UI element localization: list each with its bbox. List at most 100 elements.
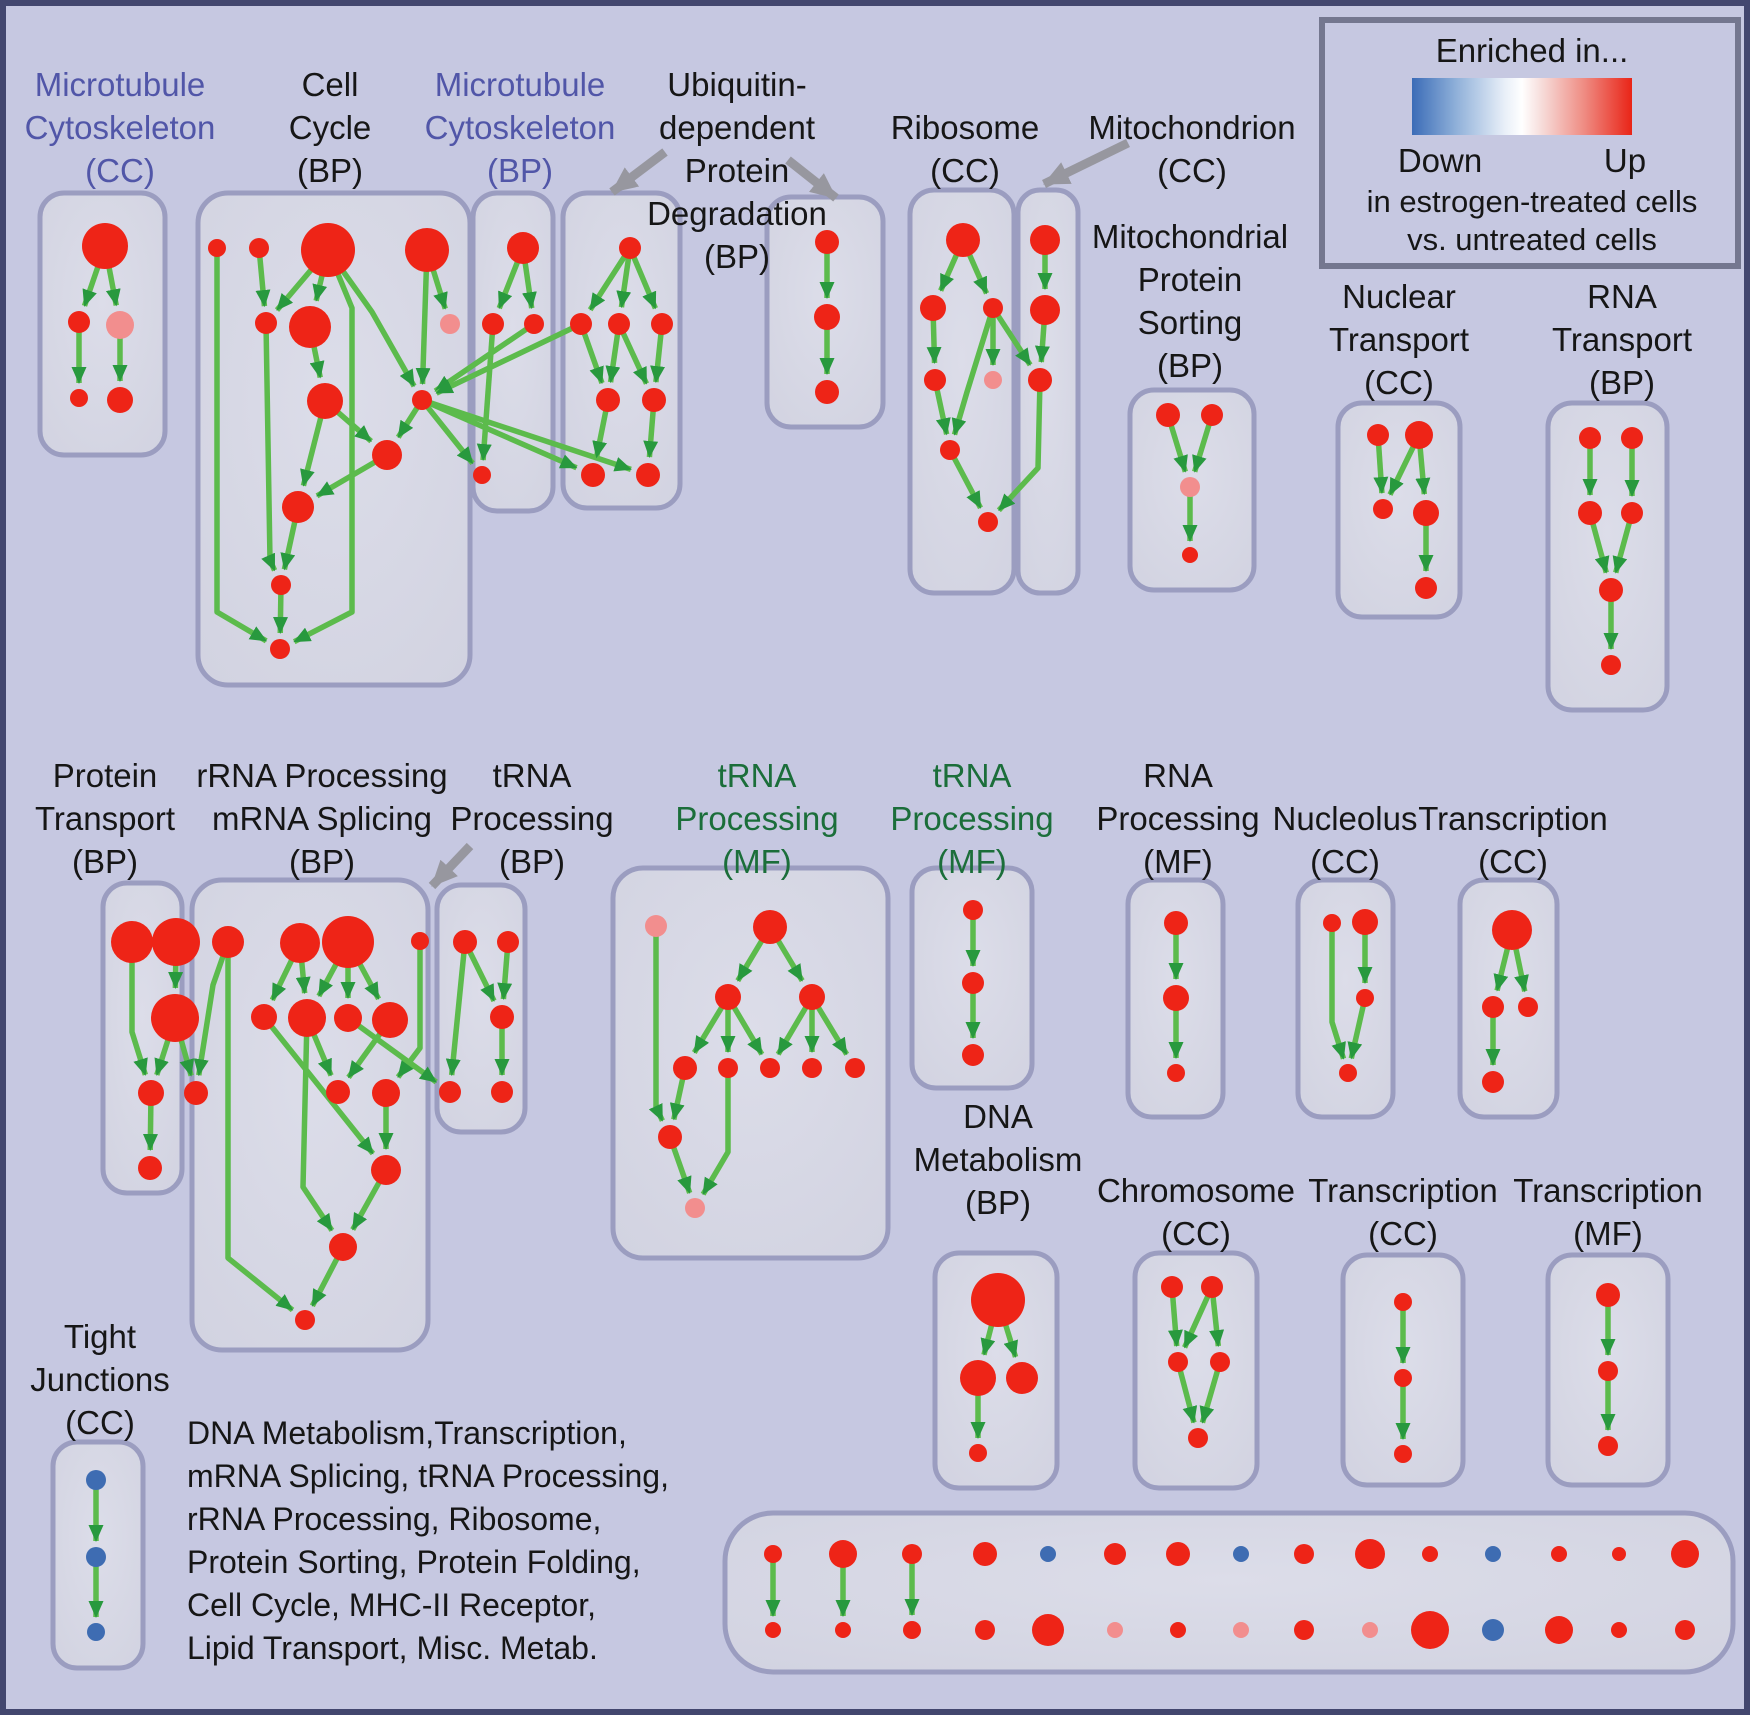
go-term-node-cc3 [301,223,355,277]
label-ubiquitin-label-line3: Protein [685,152,790,189]
label-mito-sorting-label-line1: Mitochondrial [1092,218,1288,255]
label-trna-bp-label-line3: (BP) [499,843,565,880]
edge-ch4-ch5 [1199,1361,1223,1424]
label-protein-transport-label-line1: Protein [53,757,158,794]
edge-mb2-mb4 [476,323,496,462]
go-term-node-mt1 [1030,225,1060,255]
go-term-node-ch4 [1210,1352,1230,1372]
go-term-node-cc1 [208,239,226,257]
go-term-node-dm1 [971,1273,1025,1327]
label-tight-junctions-label-line1: Tight [64,1318,136,1355]
label-ribosome-label-line1: Ribosome [891,109,1040,146]
edge-rr1-rr13 [225,942,295,1313]
label-trna-mf-b-label-line2: Processing [890,800,1053,837]
go-term-node-rr11 [371,1155,401,1185]
go-term-node-ub6 [642,388,666,412]
label-protein-transport-label-line2: Transport [35,800,175,837]
go-term-node-wt5 [1040,1546,1056,1562]
go-term-node-mt3 [1028,368,1052,392]
go-term-node-tm7 [760,1058,780,1078]
label-trna-mf-b-label-line3: (MF) [937,843,1007,880]
group-box-ubiquitin-bp-a [560,190,683,511]
legend-box [1319,17,1741,269]
label-microtubule-bp-label-line3: (BP) [487,152,553,189]
go-term-node-tj1 [86,1470,106,1490]
go-term-node-rb5 [984,371,1002,389]
legend-subtitle-line2: vs. untreated cells [1407,222,1657,257]
label-microtubule-cc-label-line1: Microtubule [35,66,206,103]
go-term-node-nt3 [1373,499,1393,519]
label-trna-bp-label-line1: tRNA [493,757,572,794]
go-term-node-cc5 [255,312,277,334]
misc-terms-text-line3: rRNA Processing, Ribosome, [187,1501,601,1537]
group-box-misc-enriched-terms [722,1510,1736,1675]
go-term-node-tc4 [1482,1071,1504,1093]
label-mito-sorting-label-line4: (BP) [1157,347,1223,384]
label-rna-processing-label-line3: (MF) [1143,843,1213,880]
go-term-node-nu2 [1352,909,1378,935]
edge-cc1-cc13 [214,248,268,644]
go-term-node-uv2 [814,304,840,330]
go-term-node-rr9 [326,1080,350,1104]
go-term-node-mb1 [507,232,539,264]
label-nuclear-transport-label-line3: (CC) [1364,364,1434,401]
go-term-node-tj3 [87,1623,105,1641]
label-trna-mf-b-label-line1: tRNA [933,757,1012,794]
edge-cc9-mb4 [419,398,475,466]
go-term-node-tm5 [673,1056,697,1080]
label-rrna-mrna-label-line2: mRNA Splicing [212,800,432,837]
label-chromosome-label-line2: (CC) [1161,1215,1231,1252]
go-term-node-wt9 [1294,1544,1314,1564]
go-term-node-wt1 [764,1545,782,1563]
go-term-node-wb7 [1170,1622,1186,1638]
go-term-node-wt2 [829,1540,857,1568]
label-microtubule-cc-label-line2: Cytoskeleton [25,109,216,146]
label-chromosome-label-line1: Chromosome [1097,1172,1295,1209]
label-rna-processing-label-line2: Processing [1096,800,1259,837]
label-rrna-mrna-label-line3: (BP) [289,843,355,880]
edge-ub1-ub2 [587,246,633,312]
label-microtubule-bp-label-line1: Microtubule [435,66,606,103]
misc-terms-text-line2: mRNA Splicing, tRNA Processing, [187,1458,669,1494]
label-mitochondrion-label-line1: Mitochondrion [1088,109,1295,146]
misc-terms-text-line5: Cell Cycle, MHC-II Receptor, [187,1587,596,1623]
go-term-node-wt13 [1551,1546,1567,1562]
go-term-node-tb5 [491,1081,513,1103]
label-nuclear-transport-label-line2: Transport [1329,321,1469,358]
go-term-node-tf3 [1598,1436,1618,1456]
label-rrna-mrna-label-line1: rRNA Processing [196,757,447,794]
edge-rb6-rb7 [947,448,983,510]
go-term-node-mc1 [82,223,128,269]
go-term-node-rr10 [372,1079,400,1107]
misc-terms-text-line1: DNA Metabolism,Transcription, [187,1415,627,1451]
edge-cc5-cc12 [261,322,278,572]
go-term-node-pt3 [151,994,199,1042]
go-term-node-rt5 [1599,578,1623,602]
go-term-node-wt11 [1422,1546,1438,1562]
go-term-node-tm3 [715,984,741,1010]
go-term-node-wt14 [1612,1547,1626,1561]
go-term-node-tf2 [1598,1361,1618,1381]
group-box-dna-metabolism-bp [932,1250,1060,1491]
go-term-node-mc4 [70,389,88,407]
misc-terms-text-line6: Lipid Transport, Misc. Metab. [187,1630,598,1666]
go-term-node-ms4 [1182,547,1198,563]
label-ubiquitin-label-line4: Degradation [647,195,827,232]
go-term-node-ch2 [1201,1276,1223,1298]
annotation-arrow-1 [609,148,668,196]
group-box-nuclear-transport-cc [1335,400,1463,620]
go-term-node-dm4 [969,1444,987,1462]
go-term-node-wb2 [835,1622,851,1638]
edge-rr7-tb4 [346,1015,438,1085]
legend-title: Enriched in... [1436,32,1629,69]
go-term-node-rb2 [920,295,946,321]
go-term-node-tm11 [685,1198,705,1218]
go-term-node-nu1 [1323,914,1341,932]
label-transcription-mf-label-line2: (MF) [1573,1215,1643,1252]
go-term-node-nu3 [1356,989,1374,1007]
annotation-arrow-3 [1042,138,1130,189]
legend-up-label: Up [1604,142,1646,179]
go-term-node-rt1 [1579,427,1601,449]
label-rna-transport-label-line2: Transport [1552,321,1692,358]
edge-ch2-ch3 [1182,1285,1215,1349]
